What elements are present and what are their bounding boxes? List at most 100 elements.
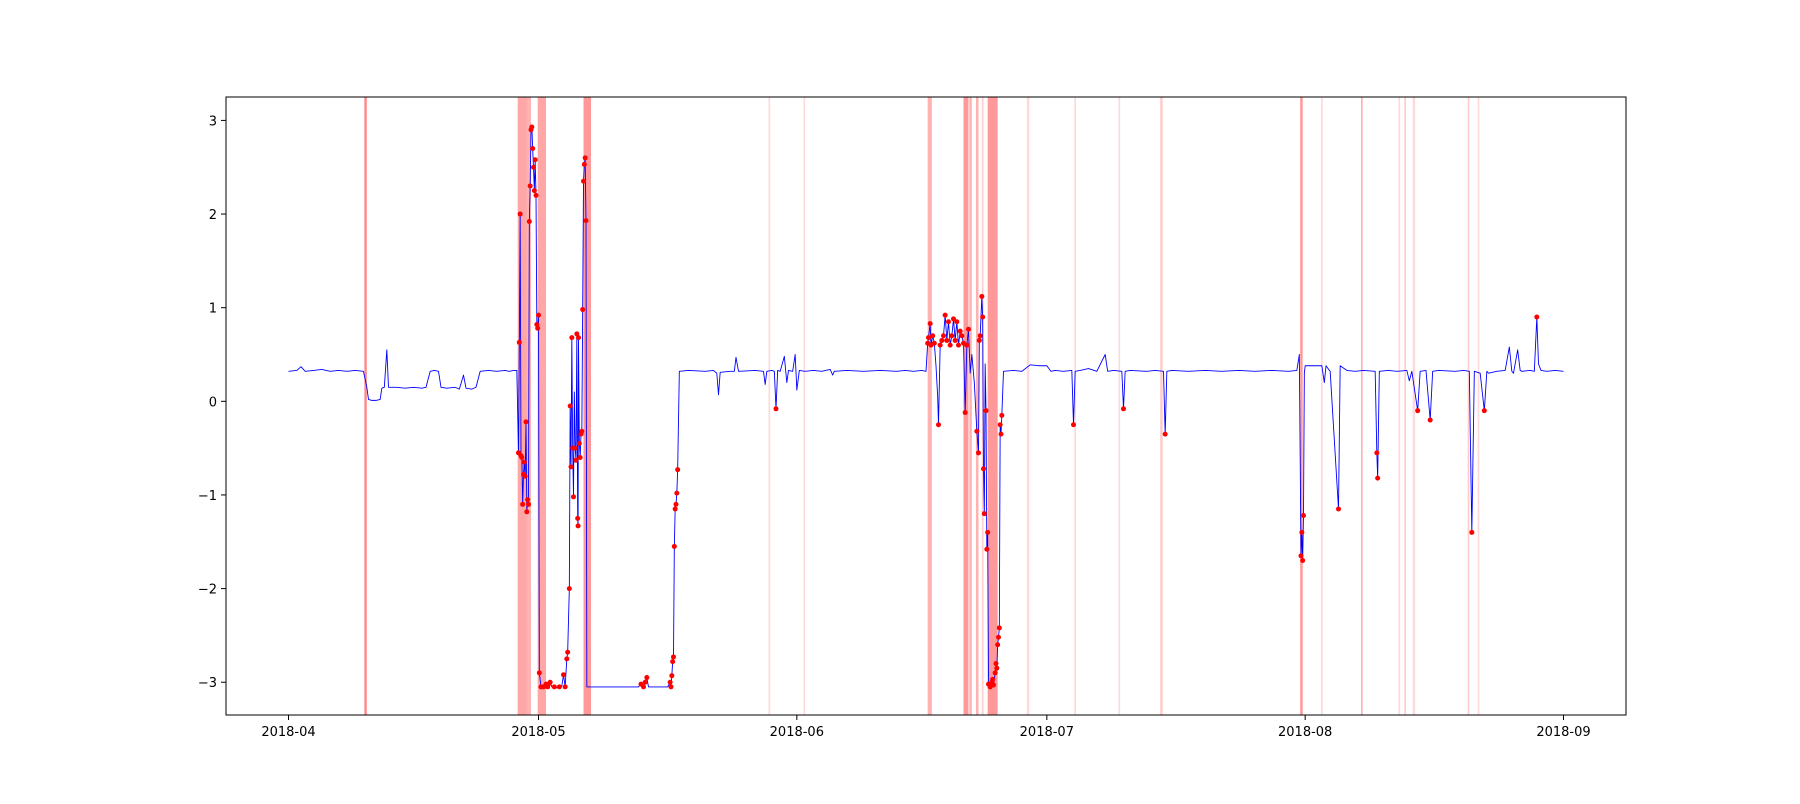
anomaly-point-135 xyxy=(1427,417,1433,423)
anomaly-point-35 xyxy=(562,684,568,690)
anomaly-band-0 xyxy=(364,97,367,715)
anomaly-point-99 xyxy=(974,428,980,434)
anomaly-point-136 xyxy=(1469,529,1475,535)
x-tick-label-4: 2018-08 xyxy=(1278,725,1332,740)
anomaly-point-60 xyxy=(641,684,646,690)
anomaly-point-121 xyxy=(997,422,1003,428)
anomaly-point-56 xyxy=(581,161,587,167)
anomaly-point-109 xyxy=(985,529,991,535)
anomaly-point-64 xyxy=(668,684,674,690)
y-tick-label-2: −1 xyxy=(198,489,217,504)
anomaly-point-124 xyxy=(1071,422,1076,428)
anomaly-point-17 xyxy=(530,146,536,151)
anomaly-point-132 xyxy=(1374,450,1380,456)
anomaly-point-75 xyxy=(926,335,931,341)
anomaly-point-49 xyxy=(576,335,581,341)
anomaly-point-31 xyxy=(547,679,553,685)
anomaly-point-43 xyxy=(571,494,576,500)
anomaly-point-40 xyxy=(568,464,574,470)
anomaly-point-32 xyxy=(551,684,557,690)
anomaly-point-47 xyxy=(575,515,581,521)
anomaly-point-134 xyxy=(1415,408,1421,414)
anomaly-point-84 xyxy=(942,312,948,318)
anomaly-point-38 xyxy=(566,586,572,592)
x-axis: 2018-04 2018-05 2018-06 2018-07 2018-08 2018-… xyxy=(261,715,1591,740)
x-tick-label-0: 2018-04 xyxy=(261,725,315,740)
anomaly-point-8 xyxy=(522,473,528,479)
anomaly-point-89 xyxy=(951,316,956,322)
anomaly-point-93 xyxy=(957,328,963,334)
y-tick-label-5: 2 xyxy=(209,208,217,223)
anomaly-point-63 xyxy=(667,679,673,685)
anomaly-point-39 xyxy=(567,403,573,409)
anomaly-point-37 xyxy=(565,649,571,655)
anomaly-point-91 xyxy=(954,319,960,325)
plot-frame xyxy=(225,96,1627,716)
anomaly-point-98 xyxy=(966,326,971,332)
anomaly-band-24 xyxy=(1477,97,1480,715)
anomaly-point-106 xyxy=(981,511,987,517)
anomaly-point-50 xyxy=(576,440,582,446)
anomaly-point-105 xyxy=(981,466,986,472)
x-tick-label-1: 2018-05 xyxy=(511,725,565,740)
anomaly-point-115 xyxy=(992,670,998,676)
anomaly-point-108 xyxy=(984,546,990,552)
anomaly-point-7 xyxy=(521,459,527,465)
y-tick-label-1: −2 xyxy=(198,583,217,598)
anomaly-band-15 xyxy=(1118,97,1121,715)
anomaly-point-57 xyxy=(582,155,588,161)
anomaly-point-97 xyxy=(964,342,970,348)
anomaly-point-85 xyxy=(944,337,950,343)
anomaly-band-19 xyxy=(1361,97,1363,715)
anomaly-point-103 xyxy=(979,293,985,299)
anomaly-point-34 xyxy=(561,672,566,678)
anomaly-point-118 xyxy=(995,642,1001,648)
anomaly-point-83 xyxy=(941,333,946,339)
anomaly-band-8 xyxy=(963,97,969,715)
anomaly-point-46 xyxy=(574,331,580,337)
anomaly-point-104 xyxy=(980,314,986,320)
anomaly-point-107 xyxy=(983,408,989,414)
anomaly-point-55 xyxy=(581,178,586,184)
anomaly-point-19 xyxy=(531,188,537,194)
anomaly-band-23 xyxy=(1467,97,1470,715)
anomaly-band-1 xyxy=(517,97,527,715)
x-tick-label-3: 2018-07 xyxy=(1020,725,1074,740)
anomaly-point-13 xyxy=(526,219,532,225)
y-tick-label-4: 1 xyxy=(209,302,217,317)
anomaly-point-81 xyxy=(937,342,943,348)
anomaly-point-21 xyxy=(533,192,539,198)
anomaly-point-120 xyxy=(996,625,1002,631)
anomaly-band-13 xyxy=(1026,97,1030,715)
anomaly-point-130 xyxy=(1301,513,1306,519)
anomaly-point-4 xyxy=(519,455,525,460)
anomaly-point-138 xyxy=(1534,314,1540,320)
anomaly-point-44 xyxy=(572,445,578,451)
anomaly-point-69 xyxy=(672,506,678,512)
anomaly-band-4 xyxy=(583,97,591,715)
anomaly-point-25 xyxy=(536,670,542,676)
series-line-0 xyxy=(288,126,1564,689)
anomaly-point-33 xyxy=(556,684,562,690)
anomaly-point-72 xyxy=(675,467,681,473)
anomaly-point-18 xyxy=(531,164,536,170)
series-layer xyxy=(288,126,1564,689)
anomaly-point-79 xyxy=(931,340,937,346)
anomaly-point-92 xyxy=(956,342,961,348)
anomaly-point-1 xyxy=(516,339,522,345)
anomaly-band-5 xyxy=(768,97,771,715)
anomaly-point-126 xyxy=(1162,431,1168,437)
anomaly-point-36 xyxy=(564,656,570,662)
anomaly-point-125 xyxy=(1121,406,1126,412)
anomaly-band-14 xyxy=(1074,97,1076,715)
anomaly-point-87 xyxy=(947,342,953,348)
anomaly-point-78 xyxy=(930,333,936,339)
anomaly-points xyxy=(516,124,1540,690)
anomaly-point-88 xyxy=(949,333,955,339)
anomaly-band-22 xyxy=(1412,97,1416,715)
anomaly-point-20 xyxy=(532,157,538,163)
anomaly-point-128 xyxy=(1299,529,1305,535)
anomaly-point-45 xyxy=(573,457,579,463)
anomaly-point-86 xyxy=(946,319,951,325)
